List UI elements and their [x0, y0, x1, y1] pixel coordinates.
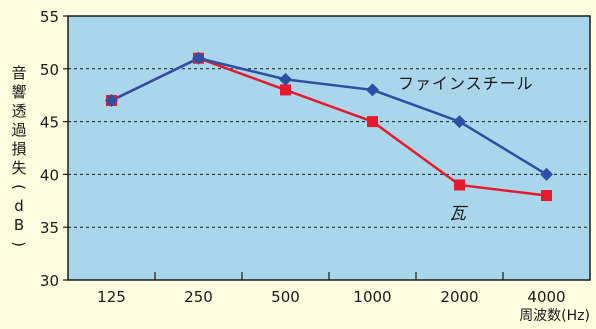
series-label-0: ファインスチール — [398, 74, 534, 93]
y-tick-label-35: 35 — [40, 219, 59, 237]
y-tick-label-55: 55 — [40, 8, 59, 26]
gridlines: 30 35 40 45 50 55 — [40, 8, 590, 290]
series-1-point-2 — [280, 84, 291, 96]
series-0-point-4 — [453, 115, 466, 129]
y-tick-label-50: 50 — [40, 61, 59, 79]
y-axis-label-char: d — [14, 197, 24, 215]
y-tick-label-40: 40 — [40, 166, 59, 184]
x-tick-label-4000: 4000 — [527, 288, 565, 306]
y-axis-label-char: 過 — [11, 121, 26, 139]
series-label-1: 瓦 — [449, 204, 469, 224]
y-axis-label-char: 失 — [11, 159, 26, 177]
y-axis-label-char: B — [14, 216, 24, 234]
series-0-point-2 — [279, 72, 292, 86]
x-tick-label-500: 500 — [271, 288, 300, 306]
series-0-point-0 — [105, 93, 118, 107]
y-axis-label-char: ) — [10, 241, 28, 247]
y-axis-label-char: 響 — [11, 83, 26, 101]
y-axis-label-char: ( — [10, 184, 28, 190]
x-tick-label-125: 125 — [97, 288, 126, 306]
series-1-point-4 — [454, 179, 465, 191]
x-axis-label: 周波数(Hz) — [519, 308, 590, 324]
y-tick-label-30: 30 — [40, 272, 59, 290]
plot-area — [67, 15, 591, 281]
series-0-point-3 — [366, 83, 379, 97]
series-1-point-3 — [367, 116, 378, 128]
x-tick-label-2000: 2000 — [440, 288, 478, 306]
series-0-point-1 — [192, 51, 205, 65]
series-layer — [105, 51, 553, 202]
x-ticks: 125 250 500 1000 2000 4000 — [97, 272, 566, 306]
x-tick-label-250: 250 — [184, 288, 213, 306]
y-tick-label-45: 45 — [40, 114, 59, 132]
series-1-point-5 — [541, 190, 552, 202]
y-axis-label-char: 音 — [11, 64, 26, 82]
series-0-point-5 — [540, 167, 553, 181]
x-tick-label-1000: 1000 — [353, 288, 391, 306]
series-line-0 — [110, 56, 548, 176]
y-axis-label-char: 透 — [11, 102, 26, 120]
y-axis-label-char: 損 — [11, 140, 26, 158]
